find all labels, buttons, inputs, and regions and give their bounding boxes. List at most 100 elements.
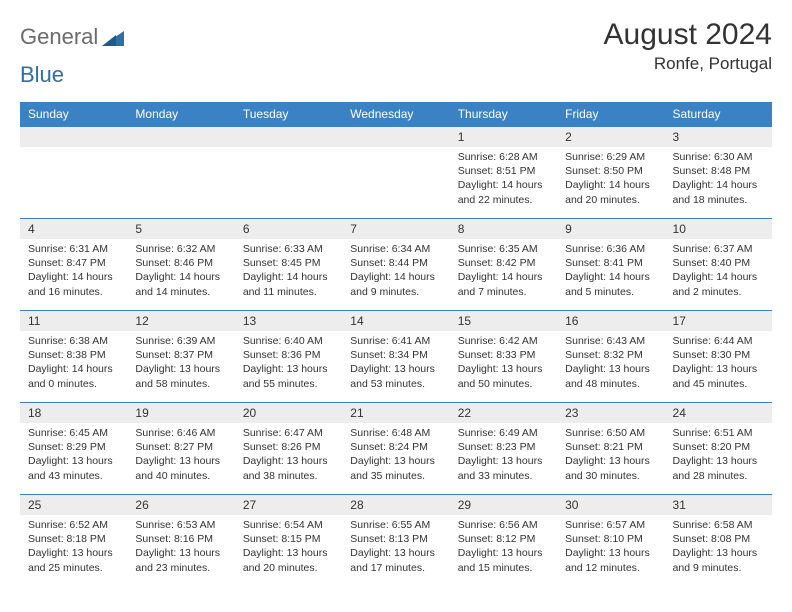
sunrise-line: Sunrise: 6:31 AM: [28, 242, 119, 256]
sunset-line: Sunset: 8:33 PM: [458, 348, 549, 362]
daylight-line: Daylight: 13 hours and 53 minutes.: [350, 362, 441, 390]
day-details: Sunrise: 6:31 AMSunset: 8:47 PMDaylight:…: [20, 239, 127, 303]
calendar-cell: 31Sunrise: 6:58 AMSunset: 8:08 PMDayligh…: [665, 495, 772, 587]
sunrise-line: Sunrise: 6:50 AM: [565, 426, 656, 440]
day-number: 10: [665, 219, 772, 239]
daylight-line: Daylight: 14 hours and 7 minutes.: [458, 270, 549, 298]
daylight-line: Daylight: 14 hours and 2 minutes.: [673, 270, 764, 298]
sunrise-line: Sunrise: 6:32 AM: [135, 242, 226, 256]
day-details: Sunrise: 6:29 AMSunset: 8:50 PMDaylight:…: [557, 147, 664, 211]
calendar-week-row: 18Sunrise: 6:45 AMSunset: 8:29 PMDayligh…: [20, 403, 772, 495]
sunset-line: Sunset: 8:12 PM: [458, 532, 549, 546]
sunrise-line: Sunrise: 6:36 AM: [565, 242, 656, 256]
calendar-cell: [127, 127, 234, 219]
calendar-cell: 5Sunrise: 6:32 AMSunset: 8:46 PMDaylight…: [127, 219, 234, 311]
calendar-cell: 2Sunrise: 6:29 AMSunset: 8:50 PMDaylight…: [557, 127, 664, 219]
day-number: 6: [235, 219, 342, 239]
day-details: Sunrise: 6:32 AMSunset: 8:46 PMDaylight:…: [127, 239, 234, 303]
day-number: [20, 127, 127, 147]
daylight-line: Daylight: 13 hours and 17 minutes.: [350, 546, 441, 574]
day-number: 31: [665, 495, 772, 515]
sunset-line: Sunset: 8:50 PM: [565, 164, 656, 178]
calendar-cell: 12Sunrise: 6:39 AMSunset: 8:37 PMDayligh…: [127, 311, 234, 403]
daylight-line: Daylight: 14 hours and 22 minutes.: [458, 178, 549, 206]
day-number: 19: [127, 403, 234, 423]
sunrise-line: Sunrise: 6:40 AM: [243, 334, 334, 348]
sunset-line: Sunset: 8:48 PM: [673, 164, 764, 178]
sunrise-line: Sunrise: 6:39 AM: [135, 334, 226, 348]
day-number: 4: [20, 219, 127, 239]
day-number: 8: [450, 219, 557, 239]
calendar-cell: 4Sunrise: 6:31 AMSunset: 8:47 PMDaylight…: [20, 219, 127, 311]
day-details: Sunrise: 6:40 AMSunset: 8:36 PMDaylight:…: [235, 331, 342, 395]
calendar-thead: SundayMondayTuesdayWednesdayThursdayFrid…: [20, 102, 772, 127]
day-details: Sunrise: 6:30 AMSunset: 8:48 PMDaylight:…: [665, 147, 772, 211]
sunset-line: Sunset: 8:15 PM: [243, 532, 334, 546]
day-number: 7: [342, 219, 449, 239]
day-number: 5: [127, 219, 234, 239]
day-number: 14: [342, 311, 449, 331]
day-details: Sunrise: 6:43 AMSunset: 8:32 PMDaylight:…: [557, 331, 664, 395]
calendar-cell: 10Sunrise: 6:37 AMSunset: 8:40 PMDayligh…: [665, 219, 772, 311]
sunset-line: Sunset: 8:44 PM: [350, 256, 441, 270]
calendar-cell: 24Sunrise: 6:51 AMSunset: 8:20 PMDayligh…: [665, 403, 772, 495]
daylight-line: Daylight: 13 hours and 38 minutes.: [243, 454, 334, 482]
calendar-cell: 14 Sunrise: 6:41 AMSunset: 8:34 PMDayligh…: [342, 311, 449, 403]
calendar-cell: 9Sunrise: 6:36 AMSunset: 8:41 PMDaylight…: [557, 219, 664, 311]
calendar-cell: 17Sunrise: 6:44 AMSunset: 8:30 PMDayligh…: [665, 311, 772, 403]
sunrise-line: Sunrise: 6:49 AM: [458, 426, 549, 440]
sunrise-line: Sunrise: 6:46 AM: [135, 426, 226, 440]
day-details: Sunrise: 6:36 AMSunset: 8:41 PMDaylight:…: [557, 239, 664, 303]
calendar-cell: 15Sunrise: 6:42 AMSunset: 8:33 PMDayligh…: [450, 311, 557, 403]
day-details: Sunrise: 6:52 AMSunset: 8:18 PMDaylight:…: [20, 515, 127, 579]
day-details: Sunrise: 6:35 AMSunset: 8:42 PMDaylight:…: [450, 239, 557, 303]
day-details: Sunrise: 6:28 AMSunset: 8:51 PMDaylight:…: [450, 147, 557, 211]
sunset-line: Sunset: 8:51 PM: [458, 164, 549, 178]
daylight-line: Daylight: 13 hours and 55 minutes.: [243, 362, 334, 390]
calendar-cell: 29Sunrise: 6:56 AMSunset: 8:12 PMDayligh…: [450, 495, 557, 587]
day-details: Sunrise: 6:56 AMSunset: 8:12 PMDaylight:…: [450, 515, 557, 579]
sunrise-line: Sunrise: 6:52 AM: [28, 518, 119, 532]
day-number: 11: [20, 311, 127, 331]
day-number: 12: [127, 311, 234, 331]
daylight-line: Daylight: 13 hours and 23 minutes.: [135, 546, 226, 574]
day-details: Sunrise: 6:58 AMSunset: 8:08 PMDaylight:…: [665, 515, 772, 579]
calendar-cell: 11Sunrise: 6:38 AMSunset: 8:38 PMDayligh…: [20, 311, 127, 403]
calendar-cell: 26Sunrise: 6:53 AMSunset: 8:16 PMDayligh…: [127, 495, 234, 587]
calendar-cell: [342, 127, 449, 219]
sunset-line: Sunset: 8:42 PM: [458, 256, 549, 270]
daylight-line: Daylight: 14 hours and 20 minutes.: [565, 178, 656, 206]
day-number: 29: [450, 495, 557, 515]
day-header: Wednesday: [342, 102, 449, 127]
sunrise-line: Sunrise: 6:57 AM: [565, 518, 656, 532]
sunrise-line: Sunrise: 6:42 AM: [458, 334, 549, 348]
sunset-line: Sunset: 8:36 PM: [243, 348, 334, 362]
day-details: Sunrise: 6:34 AMSunset: 8:44 PMDaylight:…: [342, 239, 449, 303]
sunset-line: Sunset: 8:24 PM: [350, 440, 441, 454]
sunset-line: Sunset: 8:34 PM: [350, 348, 441, 362]
sunset-line: Sunset: 8:46 PM: [135, 256, 226, 270]
sunrise-line: Sunrise: 6:41 AM: [350, 334, 441, 348]
day-header: Thursday: [450, 102, 557, 127]
day-number: 30: [557, 495, 664, 515]
daylight-line: Daylight: 13 hours and 43 minutes.: [28, 454, 119, 482]
month-title: August 2024: [604, 18, 772, 52]
day-number: 26: [127, 495, 234, 515]
sunrise-line: Sunrise: 6:35 AM: [458, 242, 549, 256]
calendar-cell: [235, 127, 342, 219]
day-details: Sunrise: 6:39 AMSunset: 8:37 PMDaylight:…: [127, 331, 234, 395]
day-details: Sunrise: 6:33 AMSunset: 8:45 PMDaylight:…: [235, 239, 342, 303]
sunset-line: Sunset: 8:37 PM: [135, 348, 226, 362]
day-number: 17: [665, 311, 772, 331]
calendar-cell: 21Sunrise: 6:48 AMSunset: 8:24 PMDayligh…: [342, 403, 449, 495]
calendar-week-row: 4Sunrise: 6:31 AMSunset: 8:47 PMDaylight…: [20, 219, 772, 311]
day-details: Sunrise: 6:57 AMSunset: 8:10 PMDaylight:…: [557, 515, 664, 579]
day-number: 16: [557, 311, 664, 331]
daylight-line: Daylight: 14 hours and 0 minutes.: [28, 362, 119, 390]
calendar-cell: 8Sunrise: 6:35 AMSunset: 8:42 PMDaylight…: [450, 219, 557, 311]
calendar-cell: 27Sunrise: 6:54 AMSunset: 8:15 PMDayligh…: [235, 495, 342, 587]
day-details: Sunrise: 6:53 AMSunset: 8:16 PMDaylight:…: [127, 515, 234, 579]
daylight-line: Daylight: 13 hours and 9 minutes.: [673, 546, 764, 574]
day-number: 9: [557, 219, 664, 239]
day-details: Sunrise: 6:55 AMSunset: 8:13 PMDaylight:…: [342, 515, 449, 579]
